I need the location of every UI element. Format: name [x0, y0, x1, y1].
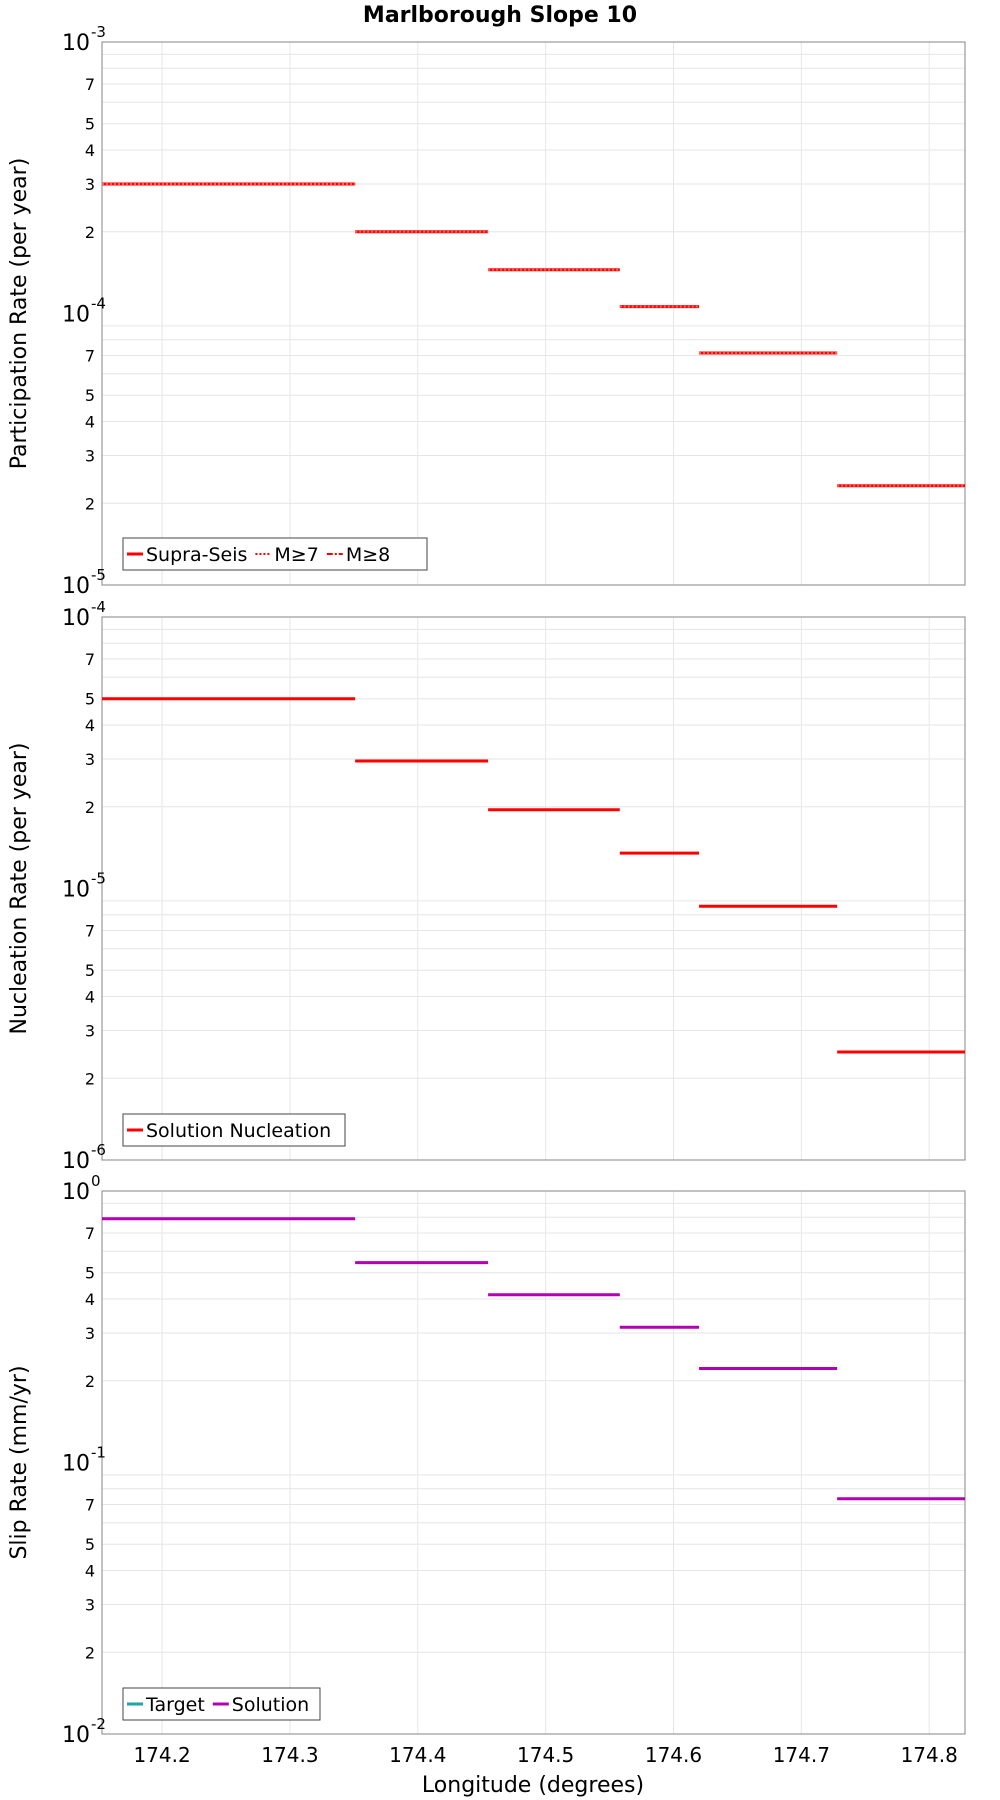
y-axis-label: Slip Rate (mm/yr) — [7, 1365, 32, 1559]
y-tick-label-minor: 7 — [85, 75, 95, 94]
x-tick-label: 174.7 — [773, 1743, 830, 1767]
legend-label: Supra-Seis — [146, 544, 247, 566]
x-tick-label: 174.6 — [645, 1743, 702, 1767]
legend-box — [122, 537, 428, 571]
x-tick-label: 174.2 — [133, 1743, 190, 1767]
y-tick-label-major: 10 — [62, 1723, 90, 1748]
y-tick-exponent: -6 — [91, 1141, 106, 1159]
panel-2: Nucleation Rate (per year)10-610-510 -423… — [7, 598, 966, 1174]
y-tick-label-major: 10 — [62, 303, 90, 328]
y-tick-label-major: 10 — [62, 606, 90, 631]
y-tick-label-minor: 4 — [85, 716, 95, 735]
y-tick-label-minor: 7 — [85, 1496, 95, 1515]
y-tick-label-minor: 2 — [85, 494, 95, 513]
panel-1: Participation Rate (per year)10 -510 -410-… — [7, 23, 966, 599]
y-tick-exponent: -2 — [91, 1715, 106, 1733]
y-tick-label-minor: 3 — [85, 750, 95, 769]
y-tick-label-minor: 7 — [85, 347, 95, 366]
y-tick-base: 10 — [62, 1723, 90, 1748]
y-tick-label-minor: 5 — [85, 386, 95, 405]
y-tick-label-minor: 4 — [85, 413, 95, 432]
y-tick-label-minor: 5 — [85, 1264, 95, 1283]
y-tick-exponent: -4 — [91, 598, 106, 616]
y-tick-base: 10 — [62, 878, 90, 903]
y-tick-label-minor: 3 — [85, 175, 95, 194]
y-tick-label-minor: 3 — [85, 1021, 95, 1040]
y-tick-label-minor: 5 — [85, 115, 95, 134]
y-tick-label-minor: 3 — [85, 1324, 95, 1343]
y-tick-label-major: 10 — [62, 1149, 90, 1174]
y-tick-exponent: -5 — [91, 566, 106, 584]
plot-frame — [101, 41, 966, 586]
y-tick-base: 10 — [62, 31, 90, 56]
y-tick-exponent: -4 — [91, 295, 106, 313]
legend-label: Solution — [232, 1694, 309, 1716]
y-tick-label-minor: 4 — [85, 141, 95, 160]
legend-box — [122, 1113, 346, 1147]
y-tick-label-minor: 7 — [85, 1224, 95, 1243]
y-tick-label-minor: 2 — [85, 223, 95, 242]
y-tick-label-minor: 5 — [85, 690, 95, 709]
x-tick-label: 174.5 — [517, 1743, 574, 1767]
y-tick-base: 10 — [62, 574, 90, 599]
y-tick-label-major: 10 — [62, 31, 90, 56]
x-tick-label: 174.3 — [261, 1743, 318, 1767]
y-tick-exponent: -3 — [91, 23, 106, 41]
legend-label: Target — [145, 1694, 205, 1716]
y-tick-base: 10 — [62, 1452, 90, 1477]
legend-label: M≥8 — [346, 544, 390, 566]
y-tick-exponent: 0 — [91, 1172, 101, 1190]
y-tick-label-major: 10 — [62, 878, 90, 903]
y-tick-label-minor: 3 — [85, 446, 95, 465]
legend-label: Solution Nucleation — [146, 1120, 331, 1142]
x-tick-label: 174.8 — [901, 1743, 958, 1767]
legend: Solution Nucleation — [122, 1113, 346, 1147]
x-axis-label: Longitude (degrees) — [422, 1773, 644, 1798]
plot-frame — [101, 1190, 966, 1735]
legend: Supra-Seis M≥7 M≥8 — [122, 537, 428, 571]
y-tick-label-minor: 7 — [85, 922, 95, 941]
y-tick-label-minor: 2 — [85, 798, 95, 817]
x-tick-label: 174.4 — [389, 1743, 446, 1767]
y-tick-label-major: 10 — [62, 1452, 90, 1477]
legend: Target Solution — [122, 1687, 321, 1721]
y-tick-exponent: -5 — [91, 870, 106, 888]
y-tick-label-minor: 7 — [85, 650, 95, 669]
plot-frame — [101, 616, 966, 1161]
y-tick-label-minor: 4 — [85, 1290, 95, 1309]
y-tick-label-major: 10 — [62, 1180, 90, 1205]
y-tick-label-major: 10 — [62, 574, 90, 599]
legend-label: M≥7 — [274, 544, 318, 566]
y-tick-label-minor: 5 — [85, 961, 95, 980]
y-tick-base: 10 — [62, 1180, 90, 1205]
y-axis-label: Nucleation Rate (per year) — [7, 743, 32, 1035]
y-tick-label-minor: 2 — [85, 1372, 95, 1391]
y-tick-exponent: -1 — [91, 1444, 106, 1462]
y-tick-label-minor: 4 — [85, 1562, 95, 1581]
y-tick-base: 10 — [62, 606, 90, 631]
chart-title: Marlborough Slope 10 — [363, 3, 637, 28]
y-tick-base: 10 — [62, 303, 90, 328]
y-axis-label: Participation Rate (per year) — [7, 158, 32, 470]
y-tick-label-minor: 4 — [85, 988, 95, 1007]
y-tick-label-minor: 2 — [85, 1643, 95, 1662]
panel-3: Slip Rate (mm/yr)10-210-110 0234572345717… — [7, 1172, 966, 1767]
y-tick-label-minor: 5 — [85, 1535, 95, 1554]
y-tick-label-minor: 2 — [85, 1069, 95, 1088]
y-tick-base: 10 — [62, 1149, 90, 1174]
y-tick-label-minor: 3 — [85, 1595, 95, 1614]
